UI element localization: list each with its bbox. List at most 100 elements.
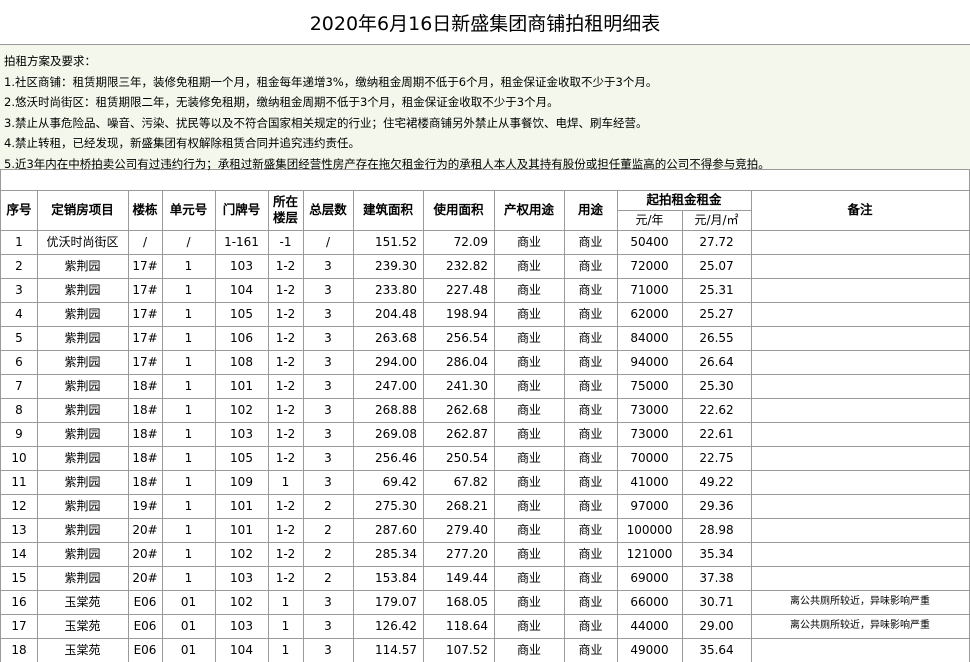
table-cell: 277.20 [423,542,495,567]
column-header: 序号 [0,190,38,231]
table-cell: 97000 [617,494,683,519]
table-cell: 1-2 [268,278,304,303]
empty-cell [751,374,970,399]
table-cell: 3 [303,326,354,351]
table-cell: 118.64 [423,614,495,639]
table-cell: 商业 [564,494,618,519]
table-cell: 紫荆园 [37,518,129,543]
table-cell: 198.94 [423,302,495,327]
table-cell: 2 [303,518,354,543]
table-cell: 28.98 [682,518,752,543]
table-cell: 275.30 [353,494,424,519]
table-cell: 商业 [494,638,565,662]
sub-header: 元/月/㎡ [682,210,752,231]
column-header: 使用面积 [423,190,495,231]
table-cell: 1 [162,566,216,591]
table-cell: 67.82 [423,470,495,495]
empty-cell [751,326,970,351]
empty-cell [751,398,970,423]
table-cell: 离公共厕所较近，异味影响严重 [751,590,970,615]
table-cell: 18# [128,374,163,399]
table-cell: 256.54 [423,326,495,351]
table-cell: 22.61 [682,422,752,447]
table-cell: / [303,230,354,255]
table-cell: 22.62 [682,398,752,423]
requirements: 拍租方案及要求： 1.社区商铺：租赁期限三年，装修免租期一个月，租金每年递增3%，… [0,45,970,171]
requirement-line: 5.近3年内在中桥拍卖公司有过违约行为；承租过新盛集团经营性房产存在拖欠租金行为… [4,156,770,171]
table-cell: 商业 [494,374,565,399]
table-cell: 262.68 [423,398,495,423]
table-cell: 紫荆园 [37,398,129,423]
table-cell: 1-2 [268,254,304,279]
table-cell: 1 [162,470,216,495]
table-cell: 262.87 [423,422,495,447]
table-cell: 8 [0,398,38,423]
table-cell: 商业 [564,614,618,639]
empty-cell [751,302,970,327]
table-cell: 1 [162,422,216,447]
table-cell: 29.36 [682,494,752,519]
table-cell: 104 [215,638,269,662]
table-cell: 商业 [494,518,565,543]
table-cell: 108 [215,350,269,375]
table-cell: 102 [215,398,269,423]
table-cell: 3 [303,278,354,303]
table-cell: 1-2 [268,422,304,447]
table-cell: 紫荆园 [37,470,129,495]
table-cell: 94000 [617,350,683,375]
table-cell: 离公共厕所较近，异味影响严重 [751,614,970,639]
table-cell: 73000 [617,398,683,423]
table-cell: 商业 [494,470,565,495]
table-cell: 紫荆园 [37,278,129,303]
table-cell: 25.31 [682,278,752,303]
table-cell: 3 [303,422,354,447]
table-cell: 18# [128,398,163,423]
table-cell: 233.80 [353,278,424,303]
table-cell: 10 [0,446,38,471]
table-cell: 商业 [494,614,565,639]
table-cell: 35.34 [682,542,752,567]
empty-cell [751,422,970,447]
table-cell: 37.38 [682,566,752,591]
table-cell: 玉棠苑 [37,638,129,662]
table-cell: 241.30 [423,374,495,399]
table-cell: 294.00 [353,350,424,375]
table-cell: 商业 [494,278,565,303]
table-cell: 12 [0,494,38,519]
table-cell: 1 [268,470,304,495]
table-cell: 2 [0,254,38,279]
table-cell: 紫荆园 [37,422,129,447]
table-cell: 247.00 [353,374,424,399]
table-cell: 商业 [564,254,618,279]
table-cell: 72.09 [423,230,495,255]
table-cell: 3 [0,278,38,303]
table-cell: 69.42 [353,470,424,495]
table-cell: 商业 [494,230,565,255]
table-cell: 232.82 [423,254,495,279]
table-cell: 1-2 [268,566,304,591]
empty-cell [751,350,970,375]
table-cell: 商业 [564,230,618,255]
table-cell: / [162,230,216,255]
table-cell: 1 [162,398,216,423]
table-cell: 250.54 [423,446,495,471]
table-cell: 1 [162,518,216,543]
table-cell: E06 [128,638,163,662]
table-cell: 18 [0,638,38,662]
table-cell: 100000 [617,518,683,543]
table-cell: 商业 [494,422,565,447]
table-cell: 18# [128,470,163,495]
table-cell: 商业 [494,302,565,327]
table-cell: 62000 [617,302,683,327]
column-header: 总层数 [303,190,354,231]
table-cell: 商业 [494,542,565,567]
table-cell: 15 [0,566,38,591]
table-cell: 1-161 [215,230,269,255]
table-cell: 103 [215,422,269,447]
table-cell: 179.07 [353,590,424,615]
table-cell: 1 [162,302,216,327]
table-cell: 114.57 [353,638,424,662]
table-cell: 商业 [564,326,618,351]
table-cell: 商业 [494,566,565,591]
table-cell: 1 [162,326,216,351]
